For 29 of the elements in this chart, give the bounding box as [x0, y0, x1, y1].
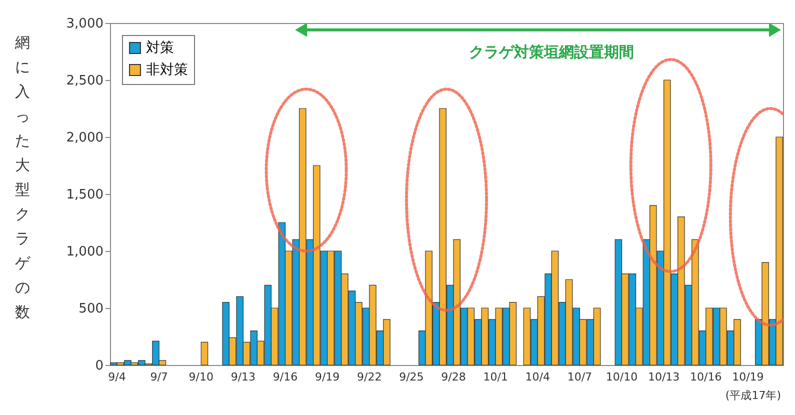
x-tick-label: 10/7	[567, 370, 592, 384]
y-tick-label: 3,000	[66, 16, 104, 32]
x-tick-label: 9/25	[399, 370, 424, 384]
y-tick-label: 1,000	[66, 244, 104, 260]
annotation: クラゲ対策垣網設置期間	[469, 43, 634, 62]
legend-label: 非対策	[146, 62, 188, 78]
bar	[200, 342, 208, 366]
legend-label: 対策	[146, 40, 174, 56]
x-tick-label: 9/4	[108, 370, 126, 384]
x-tick-label: 9/13	[230, 370, 256, 384]
text: (平成17年)	[725, 389, 781, 402]
x-tick-label: 9/10	[188, 370, 214, 384]
y-tick-label: 2,500	[66, 74, 104, 88]
x-tick-label: 10/4	[525, 370, 550, 384]
y-tick-label: 1,500	[66, 188, 104, 202]
x-tick-label: 10/1	[483, 370, 508, 384]
x-tick-label: 10/10	[606, 370, 638, 384]
x-tick-label: 10/19	[732, 370, 764, 384]
x-tick-label: 10/13	[648, 370, 680, 384]
x-tick-label: 9/16	[272, 370, 298, 384]
text: 網に入った大型クラゲの数	[15, 34, 30, 321]
x-tick-label: 9/22	[357, 370, 382, 384]
y-tick-label: 500	[78, 302, 104, 316]
y-tick-label: 2,000	[66, 130, 104, 146]
x-tick-label: 9/7	[150, 370, 168, 384]
x-tick-label: 9/19	[314, 370, 340, 384]
x-tick-label: 9/28	[441, 370, 466, 384]
x-tick-label: 10/16	[690, 370, 722, 384]
y-tick-label: 0	[95, 358, 104, 374]
